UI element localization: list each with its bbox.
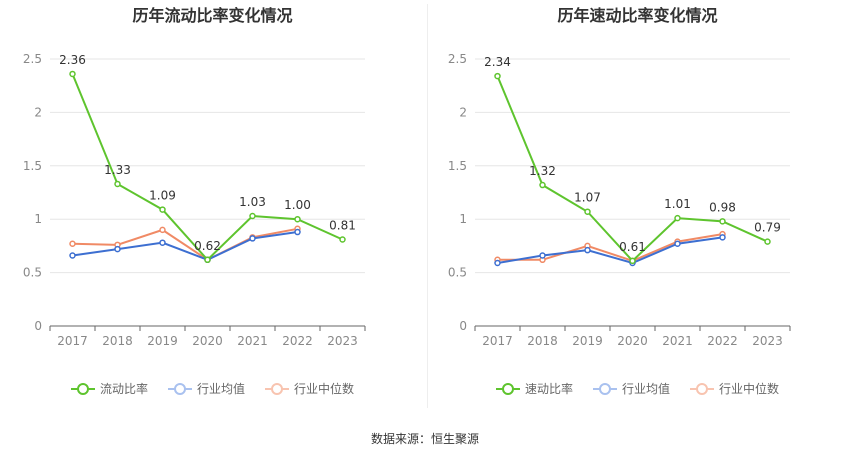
legend-label: 行业均值 bbox=[621, 382, 670, 396]
x-tick-label: 2021 bbox=[237, 334, 268, 348]
legend-line-circle-icon bbox=[70, 382, 95, 396]
data-point[interactable] bbox=[159, 206, 166, 213]
data-point[interactable] bbox=[674, 214, 681, 222]
data-point[interactable] bbox=[69, 252, 76, 259]
chart-legend: 流动比率 行业均值 行业中位数 bbox=[0, 380, 425, 397]
data-label: 0.61 bbox=[619, 240, 646, 254]
legend-line-circle-icon bbox=[690, 382, 714, 396]
quick-ratio-chart: 历年速动比率变化情况 0 0.5 1 1.5 2 2.5 2017 2018 2019 2020 2… bbox=[425, 0, 850, 420]
y-tick-label: 2.5 bbox=[23, 52, 42, 66]
x-tick-label: 2021 bbox=[662, 334, 693, 348]
y-tick-label: 0.5 bbox=[23, 266, 42, 280]
data-point[interactable] bbox=[674, 240, 681, 248]
chart-title: 历年速动比率变化情况 bbox=[557, 6, 718, 25]
data-point[interactable] bbox=[204, 256, 211, 264]
legend-item-industry-mean[interactable]: 行业均值 bbox=[592, 380, 670, 397]
data-label: 1.09 bbox=[149, 189, 176, 203]
data-point[interactable] bbox=[294, 228, 301, 236]
data-point[interactable] bbox=[539, 181, 546, 189]
data-point[interactable] bbox=[539, 252, 546, 259]
chart-plot: 0 0.5 1 1.5 2 2.5 2017 2018 2019 2020 2021 2022 2023… bbox=[23, 52, 366, 348]
data-point[interactable] bbox=[69, 70, 76, 78]
data-label: 2.34 bbox=[484, 55, 511, 69]
data-label: 0.81 bbox=[329, 218, 356, 232]
chart-plot: 0 0.5 1 1.5 2 2.5 2017 2018 2019 2020 2021 2022 2023… bbox=[448, 52, 791, 348]
x-tick-label: 2017 bbox=[57, 334, 88, 348]
y-tick-label: 1 bbox=[34, 212, 42, 226]
y-tick-label: 0 bbox=[34, 319, 42, 333]
series-line bbox=[497, 233, 723, 262]
x-tick-label: 2018 bbox=[527, 334, 558, 348]
y-tick-label: 0 bbox=[459, 319, 467, 333]
y-tick-label: 2.5 bbox=[448, 52, 467, 66]
current-ratio-chart: 历年流动比率变化情况 0 0.5 1 1.5 2 2.5 2017 2018 2019 2020 2… bbox=[0, 0, 425, 420]
legend-item-primary[interactable]: 速动比率 bbox=[495, 380, 573, 397]
data-point[interactable] bbox=[159, 226, 166, 234]
legend-line-circle-icon bbox=[167, 382, 192, 396]
x-tick-label: 2017 bbox=[482, 334, 513, 348]
data-point[interactable] bbox=[114, 245, 121, 253]
chart-title: 历年流动比率变化情况 bbox=[132, 6, 293, 25]
data-point[interactable] bbox=[69, 240, 76, 248]
x-tick-label: 2022 bbox=[282, 334, 313, 348]
data-label: 1.33 bbox=[104, 163, 131, 177]
x-tick-label: 2019 bbox=[572, 334, 603, 348]
series-line bbox=[497, 236, 723, 265]
x-tick-label: 2019 bbox=[147, 334, 178, 348]
data-label: 2.36 bbox=[59, 53, 86, 67]
legend-label: 流动比率 bbox=[99, 382, 148, 396]
y-tick-label: 0.5 bbox=[448, 266, 467, 280]
y-tick-label: 1 bbox=[459, 212, 467, 226]
data-point[interactable] bbox=[294, 215, 301, 223]
series-line bbox=[72, 231, 298, 261]
legend-label: 行业中位数 bbox=[719, 382, 780, 396]
data-point[interactable] bbox=[114, 180, 121, 188]
legend-line-circle-icon bbox=[265, 382, 289, 396]
data-point[interactable] bbox=[494, 72, 501, 80]
x-tick-label: 2018 bbox=[102, 334, 133, 348]
legend-item-industry-median[interactable]: 行业中位数 bbox=[690, 380, 779, 397]
legend-label: 行业中位数 bbox=[294, 382, 355, 396]
data-label: 0.79 bbox=[754, 221, 781, 235]
series-line bbox=[72, 227, 298, 261]
data-point[interactable] bbox=[249, 235, 256, 242]
panel-divider bbox=[427, 4, 428, 408]
x-tick-label: 2020 bbox=[617, 334, 648, 348]
x-tick-label: 2023 bbox=[752, 334, 783, 348]
x-tick-label: 2022 bbox=[707, 334, 738, 348]
data-point[interactable] bbox=[494, 259, 501, 267]
data-label: 1.32 bbox=[529, 164, 556, 178]
data-point[interactable] bbox=[764, 238, 771, 245]
y-tick-label: 1.5 bbox=[448, 159, 467, 173]
x-tick-label: 2020 bbox=[192, 334, 223, 348]
data-point[interactable] bbox=[719, 218, 726, 225]
data-point[interactable] bbox=[629, 257, 636, 265]
data-point[interactable] bbox=[584, 208, 591, 215]
data-label: 1.00 bbox=[284, 198, 311, 212]
data-point[interactable] bbox=[339, 236, 346, 243]
data-source-note: 数据来源：恒生聚源 bbox=[370, 432, 479, 446]
data-point[interactable] bbox=[719, 234, 726, 241]
legend-label: 速动比率 bbox=[524, 382, 573, 396]
legend-item-industry-mean[interactable]: 行业均值 bbox=[167, 380, 245, 397]
data-point[interactable] bbox=[584, 246, 591, 254]
data-label: 0.98 bbox=[709, 200, 736, 214]
data-point[interactable] bbox=[249, 212, 256, 220]
legend-item-primary[interactable]: 流动比率 bbox=[70, 380, 148, 397]
data-label: 0.62 bbox=[194, 239, 221, 253]
y-tick-label: 2 bbox=[34, 105, 42, 119]
y-tick-label: 1.5 bbox=[23, 159, 42, 173]
legend-line-circle-icon bbox=[592, 382, 617, 396]
data-point[interactable] bbox=[159, 239, 166, 246]
data-label: 1.07 bbox=[574, 191, 601, 205]
chart-legend: 速动比率 行业均值 行业中位数 bbox=[425, 380, 850, 397]
legend-line-circle-icon bbox=[495, 382, 520, 396]
data-label: 1.03 bbox=[239, 195, 266, 209]
data-label: 1.01 bbox=[664, 197, 691, 211]
x-tick-label: 2023 bbox=[327, 334, 358, 348]
legend-item-industry-median[interactable]: 行业中位数 bbox=[265, 380, 354, 397]
y-tick-label: 2 bbox=[459, 105, 467, 119]
legend-label: 行业均值 bbox=[196, 382, 245, 396]
